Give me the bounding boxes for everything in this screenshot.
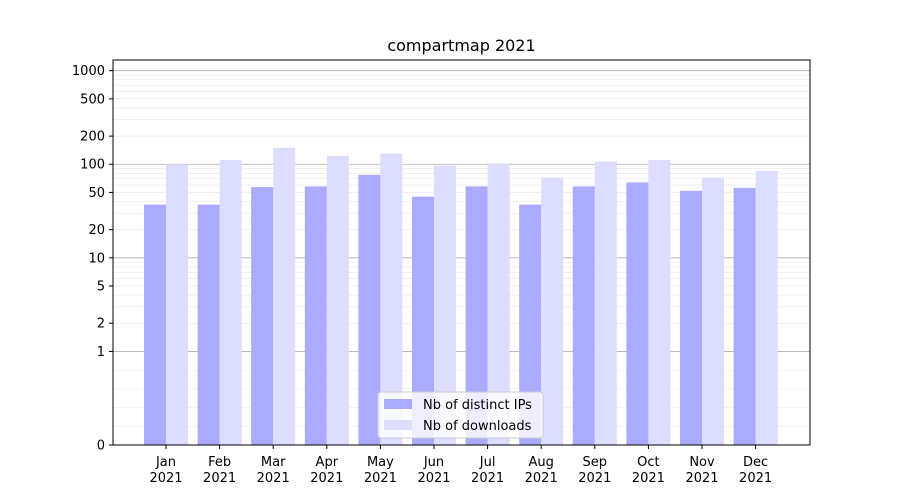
bar-distinct-ips [680,190,702,445]
bar-downloads [648,160,671,445]
legend-swatch-downloads [384,420,412,430]
x-tick-label-month: Mar [261,455,286,470]
bar-downloads [541,177,564,446]
x-tick-label-year: 2021 [310,471,343,486]
x-tick-label-month: Nov [689,455,715,470]
x-tick-label-year: 2021 [525,471,558,486]
bar-distinct-ips [412,196,434,445]
x-axis: Jan2021Feb2021Mar2021Apr2021May2021Jun20… [149,445,772,486]
legend-label-downloads: Nb of downloads [423,419,532,434]
x-tick-label-year: 2021 [417,471,450,486]
bar-distinct-ips [465,186,488,445]
bar-distinct-ips [572,186,595,445]
x-tick-label-year: 2021 [685,471,718,486]
x-tick-label-year: 2021 [364,471,397,486]
bar-downloads [326,155,349,445]
bar-downloads [166,164,188,445]
x-tick-label-month: Feb [208,455,231,470]
x-tick-label-month: Jan [155,455,176,470]
y-tick-label: 2 [97,317,105,332]
x-tick-label-year: 2021 [578,471,611,486]
x-tick-label-month: Jun [423,455,444,470]
bar-distinct-ips [304,186,327,445]
bar-downloads [219,160,242,445]
legend-box [377,391,544,439]
bar-downloads [755,170,778,446]
x-tick-label-month: May [367,455,394,470]
x-tick-label-year: 2021 [203,471,236,486]
x-tick-label-year: 2021 [257,471,290,486]
y-tick-label: 1 [97,345,105,360]
bar-downloads [487,163,510,445]
y-tick-label: 50 [88,186,105,201]
x-tick-label-month: Oct [637,455,659,470]
x-tick-label-month: Apr [316,455,339,470]
chart-title: compartmap 2021 [387,36,535,55]
y-tick-label: 20 [88,223,105,238]
y-tick-label: 200 [80,130,105,145]
bar-distinct-ips [358,174,381,445]
y-tick-label: 1000 [72,64,105,79]
y-tick-label: 0 [97,439,105,454]
bar-distinct-ips [519,204,542,445]
bar-downloads [273,147,296,445]
x-tick-label-month: Jul [479,455,496,470]
bars [144,147,778,446]
legend: Nb of distinct IPs Nb of downloads [377,391,544,439]
y-axis: 0 1 2 5 10 20 50 100 200 500 1000 [72,64,113,454]
legend-swatch-distinct-ips [384,399,412,409]
x-tick-label-year: 2021 [739,471,772,486]
legend-label-distinct-ips: Nb of distinct IPs [423,398,532,413]
x-tick-label-year: 2021 [471,471,504,486]
y-tick-label: 100 [80,158,105,173]
bar-downloads [434,165,456,446]
plot-frame [112,59,811,446]
bar-distinct-ips [251,187,274,445]
bar-distinct-ips [733,187,756,445]
x-tick-label-year: 2021 [632,471,665,486]
y-tick-label: 500 [80,92,105,107]
y-tick-label: 10 [88,251,105,266]
bar-distinct-ips [626,182,649,445]
bar-downloads [702,177,724,446]
x-tick-label-month: Sep [583,455,608,470]
y-tick-label: 5 [97,280,105,295]
bar-downloads [380,153,403,446]
x-tick-label-month: Aug [529,455,554,470]
bar-distinct-ips [197,204,220,445]
bar-downloads [594,161,617,445]
x-tick-label-year: 2021 [149,471,182,486]
bar-distinct-ips [144,204,166,445]
x-tick-label-month: Dec [743,455,768,470]
